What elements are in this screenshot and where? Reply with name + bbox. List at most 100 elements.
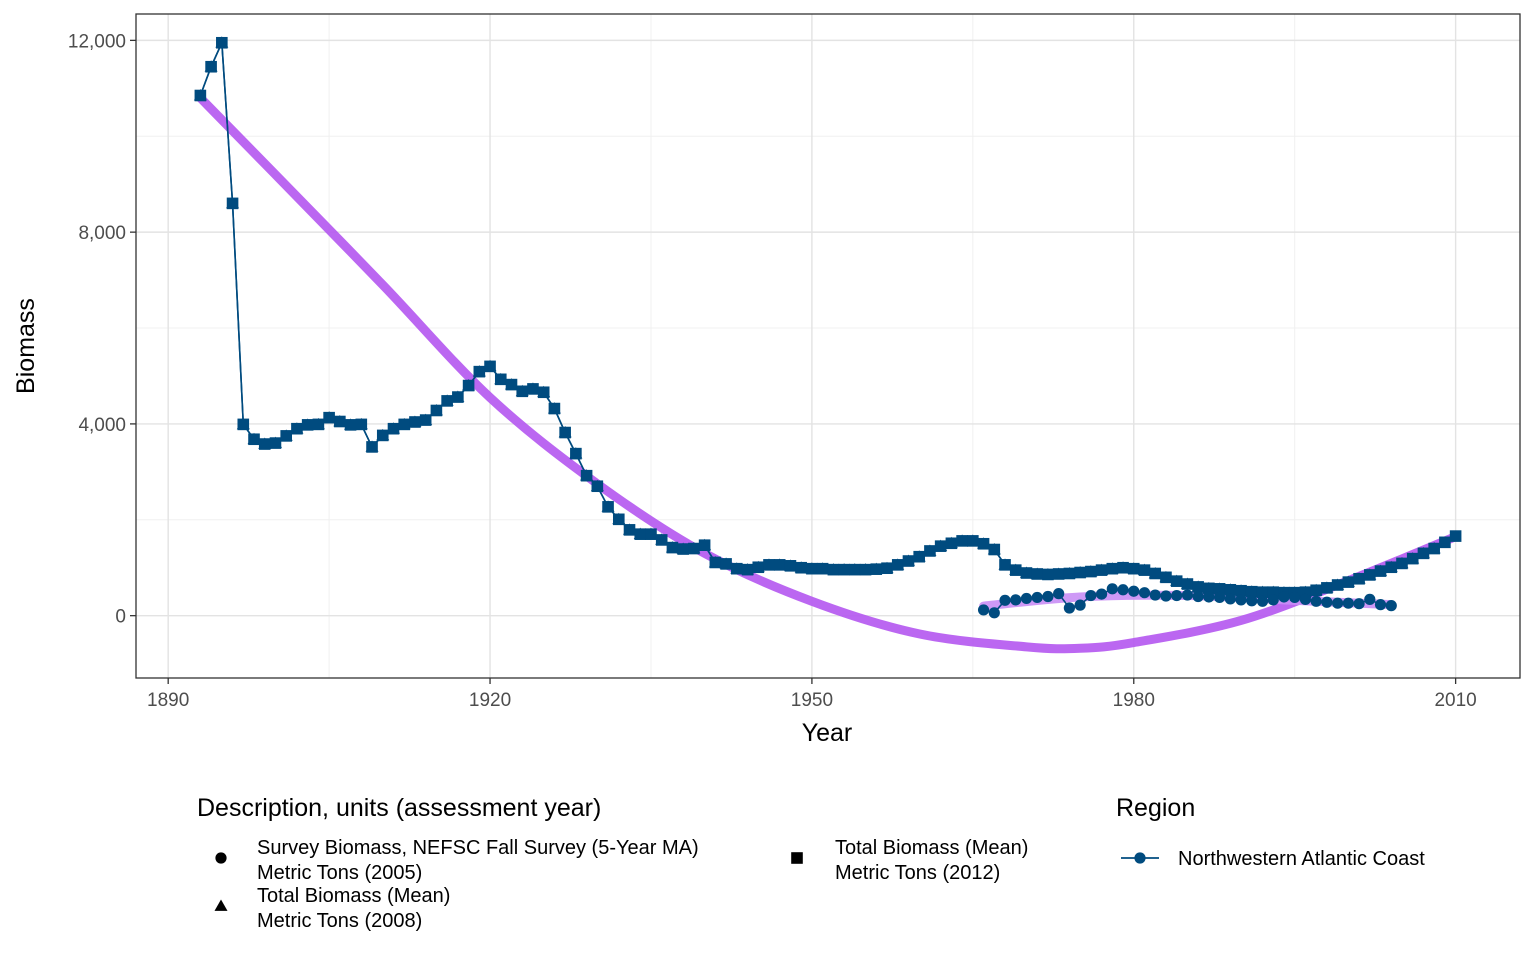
data-point-square xyxy=(1192,581,1204,593)
data-point-square xyxy=(494,373,507,386)
data-point-square xyxy=(988,543,1001,556)
data-point-square xyxy=(902,555,915,567)
data-point-square xyxy=(580,469,593,482)
data-point-square xyxy=(1428,542,1440,555)
series-triangle xyxy=(193,36,1441,598)
data-point-square xyxy=(709,556,722,569)
legend-item-sublabel: Metric Tons (2005) xyxy=(257,862,422,884)
series-line-square xyxy=(199,42,1457,594)
legend-key-square xyxy=(791,852,803,864)
x-tick-label: 1920 xyxy=(469,690,511,711)
data-point-square xyxy=(1439,536,1451,549)
series-line-triangle xyxy=(199,42,1435,594)
data-point-square xyxy=(1235,584,1247,597)
data-point-square xyxy=(1063,567,1076,580)
x-tick-label: 2010 xyxy=(1434,690,1476,711)
data-point-square xyxy=(999,559,1011,571)
data-point-square xyxy=(1267,586,1280,598)
data-point-circle xyxy=(1106,583,1118,595)
data-point-circle xyxy=(1310,595,1322,607)
data-point-square xyxy=(1224,583,1237,596)
data-point-square xyxy=(441,395,453,407)
data-point-square xyxy=(816,562,829,575)
data-point-square xyxy=(537,386,550,399)
data-point-circle xyxy=(1267,594,1279,606)
data-series xyxy=(193,36,1462,619)
x-tick-label: 1980 xyxy=(1113,690,1155,711)
y-tick-label: 0 xyxy=(115,607,126,628)
data-point-square xyxy=(1117,561,1129,574)
data-point-square xyxy=(666,541,679,554)
data-point-square xyxy=(881,562,893,575)
data-point-square xyxy=(280,430,293,442)
data-point-circle xyxy=(1256,595,1269,607)
data-point-circle xyxy=(1299,593,1312,605)
data-point-circle xyxy=(1278,591,1290,603)
data-point-square xyxy=(1299,586,1312,598)
data-point-circle xyxy=(1128,585,1140,597)
data-point-square xyxy=(462,379,475,392)
data-point-circle xyxy=(999,594,1011,606)
data-point-square xyxy=(409,416,421,428)
data-point-square xyxy=(269,437,282,449)
data-point-square xyxy=(1396,557,1408,570)
data-point-circle xyxy=(1224,593,1236,605)
y-axis-title: Biomass xyxy=(12,298,40,394)
legend-description-title: Description, units (assessment year) xyxy=(197,794,601,822)
data-point-square xyxy=(1009,564,1022,576)
plot-panel-border xyxy=(135,13,1521,679)
data-point-square xyxy=(849,563,861,576)
data-point-circle xyxy=(977,604,990,616)
data-point-square xyxy=(548,402,561,415)
data-point-square xyxy=(1331,579,1344,591)
data-point-square xyxy=(301,419,314,431)
data-point-square xyxy=(977,537,990,550)
legend-region: Region Northwestern Atlantic Coast xyxy=(1116,794,1425,870)
data-point-square xyxy=(731,562,743,575)
legend-region-marker xyxy=(1134,852,1146,864)
data-point-square xyxy=(226,197,239,210)
data-point-square xyxy=(763,559,775,571)
data-point-square xyxy=(312,418,325,431)
data-point-square xyxy=(827,563,840,576)
data-point-circle xyxy=(1181,589,1194,601)
x-tick-label: 1950 xyxy=(791,690,833,711)
x-tick-label: 1890 xyxy=(147,690,189,711)
data-point-square xyxy=(623,524,636,536)
data-point-circle xyxy=(1374,599,1387,611)
legend-item-label: Total Biomass (Mean) xyxy=(257,885,450,907)
data-point-square xyxy=(1213,583,1226,595)
data-point-square xyxy=(795,561,807,574)
data-point-circle xyxy=(1074,599,1086,611)
x-axis-title: Year xyxy=(802,719,853,747)
data-point-square xyxy=(1031,568,1044,580)
data-point-square xyxy=(602,501,614,513)
data-point-square xyxy=(784,560,797,572)
data-point-square xyxy=(387,422,400,435)
legend-description: Description, units (assessment year) Sur… xyxy=(197,794,1028,932)
data-point-square xyxy=(1353,572,1365,585)
data-point-square xyxy=(1245,585,1258,598)
data-point-circle xyxy=(1149,589,1161,601)
data-point-square xyxy=(1203,582,1215,595)
data-point-square xyxy=(1160,571,1172,584)
data-point-square xyxy=(913,550,925,563)
data-point-square xyxy=(194,89,207,102)
data-point-square xyxy=(205,60,217,73)
legend-key-circle xyxy=(215,852,227,864)
data-point-square xyxy=(688,542,700,555)
data-point-square xyxy=(355,418,368,431)
data-point-square xyxy=(516,385,529,398)
data-point-square xyxy=(570,447,582,460)
data-point-square xyxy=(806,562,818,575)
legend-item-label: Survey Biomass, NEFSC Fall Survey (5-Yea… xyxy=(257,837,699,859)
gridlines xyxy=(136,14,1520,678)
data-point-square xyxy=(741,563,754,576)
data-point-circle xyxy=(1235,594,1247,606)
y-tick-label: 12,000 xyxy=(68,31,126,52)
y-tick-label: 4,000 xyxy=(78,415,126,436)
data-point-square xyxy=(419,414,432,426)
data-point-square xyxy=(956,535,968,547)
data-point-circle xyxy=(1010,594,1022,606)
data-point-square xyxy=(752,561,765,574)
